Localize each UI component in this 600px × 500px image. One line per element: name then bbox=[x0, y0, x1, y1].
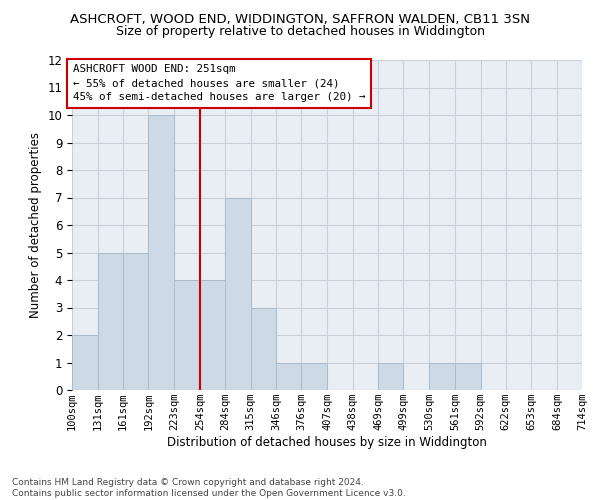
Y-axis label: Number of detached properties: Number of detached properties bbox=[29, 132, 42, 318]
Text: Contains HM Land Registry data © Crown copyright and database right 2024.
Contai: Contains HM Land Registry data © Crown c… bbox=[12, 478, 406, 498]
Bar bbox=[122, 252, 148, 390]
X-axis label: Distribution of detached houses by size in Widdington: Distribution of detached houses by size … bbox=[167, 436, 487, 449]
Bar bbox=[429, 362, 455, 390]
Bar bbox=[72, 335, 98, 390]
Bar bbox=[148, 115, 174, 390]
Bar bbox=[225, 198, 251, 390]
Bar bbox=[379, 362, 403, 390]
Bar bbox=[301, 362, 327, 390]
Bar bbox=[455, 362, 481, 390]
Bar bbox=[174, 280, 200, 390]
Text: Size of property relative to detached houses in Widdington: Size of property relative to detached ho… bbox=[115, 25, 485, 38]
Bar bbox=[277, 362, 301, 390]
Text: ASHCROFT, WOOD END, WIDDINGTON, SAFFRON WALDEN, CB11 3SN: ASHCROFT, WOOD END, WIDDINGTON, SAFFRON … bbox=[70, 12, 530, 26]
Bar bbox=[98, 252, 122, 390]
Text: ASHCROFT WOOD END: 251sqm
← 55% of detached houses are smaller (24)
45% of semi-: ASHCROFT WOOD END: 251sqm ← 55% of detac… bbox=[73, 64, 365, 102]
Bar bbox=[200, 280, 225, 390]
Bar bbox=[251, 308, 277, 390]
